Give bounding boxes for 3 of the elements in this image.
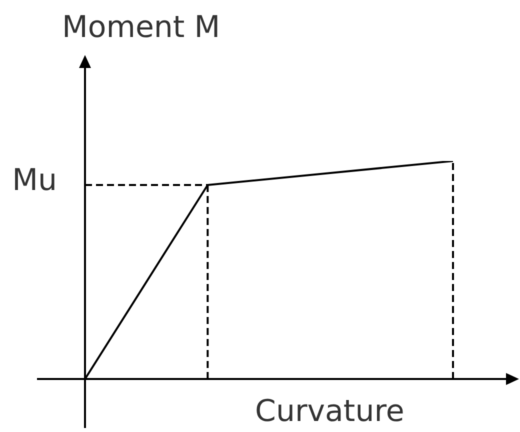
ref-line-label: Mu xyxy=(12,162,57,198)
x-axis-title: Curvature xyxy=(255,394,404,429)
y-axis-title: Moment M xyxy=(62,10,220,45)
